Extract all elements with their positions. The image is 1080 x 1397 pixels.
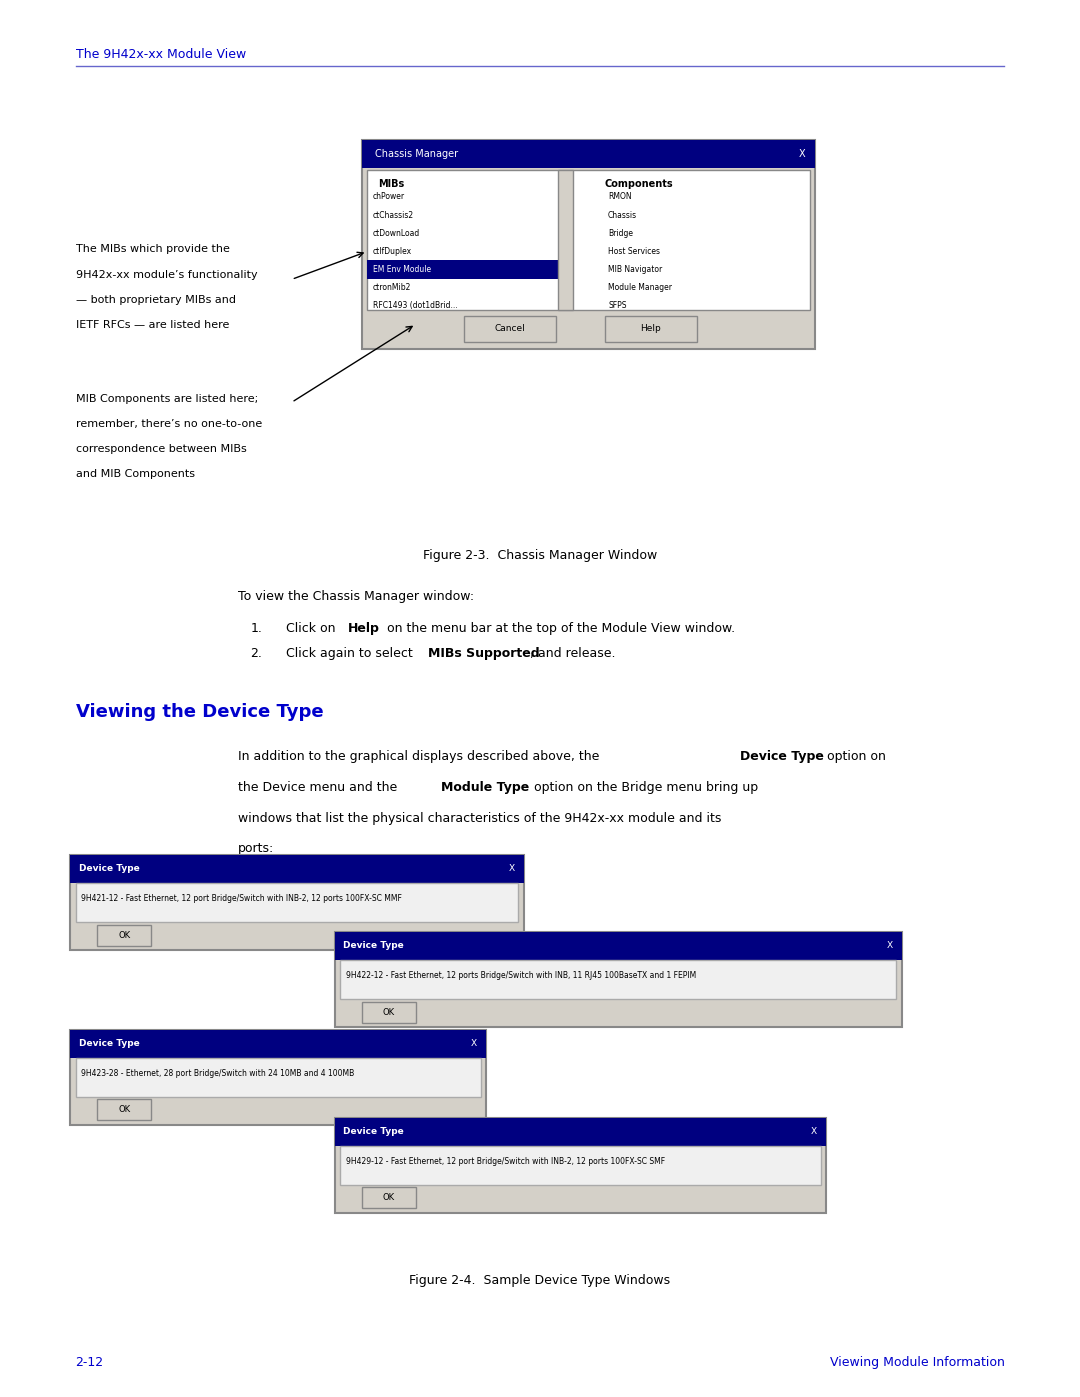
Text: Bridge: Bridge xyxy=(608,229,633,237)
Text: 9H422-12 - Fast Ethernet, 12 ports Bridge/Switch with INB, 11 RJ45 100BaseTX and: 9H422-12 - Fast Ethernet, 12 ports Bridg… xyxy=(346,971,696,979)
FancyBboxPatch shape xyxy=(335,1118,826,1146)
Text: X: X xyxy=(799,148,806,159)
FancyBboxPatch shape xyxy=(70,1030,486,1125)
Text: Device Type: Device Type xyxy=(79,865,139,873)
FancyBboxPatch shape xyxy=(362,140,815,168)
Text: 9H42x-xx module’s functionality: 9H42x-xx module’s functionality xyxy=(76,270,257,279)
Text: ctDownLoad: ctDownLoad xyxy=(373,229,420,237)
FancyBboxPatch shape xyxy=(76,883,518,922)
FancyBboxPatch shape xyxy=(340,960,896,999)
Text: Chassis: Chassis xyxy=(608,211,637,219)
Text: Click again to select: Click again to select xyxy=(286,647,417,659)
Text: option on the Bridge menu bring up: option on the Bridge menu bring up xyxy=(530,781,758,793)
Text: Viewing Module Information: Viewing Module Information xyxy=(829,1356,1004,1369)
FancyBboxPatch shape xyxy=(335,932,902,960)
Text: ctIfDuplex: ctIfDuplex xyxy=(373,247,411,256)
Text: MIB Components are listed here;: MIB Components are listed here; xyxy=(76,394,258,404)
Text: windows that list the physical characteristics of the 9H42x-xx module and its: windows that list the physical character… xyxy=(238,812,721,824)
FancyBboxPatch shape xyxy=(362,1002,416,1023)
Text: Viewing the Device Type: Viewing the Device Type xyxy=(76,703,323,721)
FancyBboxPatch shape xyxy=(464,316,556,342)
Text: Cancel: Cancel xyxy=(495,324,525,334)
Text: remember, there’s no one-to-one: remember, there’s no one-to-one xyxy=(76,419,261,429)
Text: To view the Chassis Manager window:: To view the Chassis Manager window: xyxy=(238,590,474,602)
Text: OK: OK xyxy=(382,1007,395,1017)
Text: Figure 2-3.  Chassis Manager Window: Figure 2-3. Chassis Manager Window xyxy=(423,549,657,562)
Text: RFC1493 (dot1dBrid...: RFC1493 (dot1dBrid... xyxy=(373,302,457,310)
FancyBboxPatch shape xyxy=(362,140,815,349)
Text: The 9H42x-xx Module View: The 9H42x-xx Module View xyxy=(76,49,246,61)
Text: Help: Help xyxy=(639,324,661,334)
Text: and MIB Components: and MIB Components xyxy=(76,469,194,479)
Text: 2-12: 2-12 xyxy=(76,1356,104,1369)
Text: Device Type: Device Type xyxy=(343,942,404,950)
Text: 9H423-28 - Ethernet, 28 port Bridge/Switch with 24 10MB and 4 100MB: 9H423-28 - Ethernet, 28 port Bridge/Swit… xyxy=(81,1069,354,1077)
Text: chPower: chPower xyxy=(373,193,405,201)
FancyBboxPatch shape xyxy=(367,260,559,279)
Text: Module Manager: Module Manager xyxy=(608,284,672,292)
Text: ports:: ports: xyxy=(238,842,274,855)
Text: correspondence between MIBs: correspondence between MIBs xyxy=(76,444,246,454)
FancyBboxPatch shape xyxy=(335,1118,826,1213)
Text: X: X xyxy=(471,1039,477,1048)
Text: Figure 2-4.  Sample Device Type Windows: Figure 2-4. Sample Device Type Windows xyxy=(409,1274,671,1287)
Text: 9H421-12 - Fast Ethernet, 12 port Bridge/Switch with INB-2, 12 ports 100FX-SC MM: 9H421-12 - Fast Ethernet, 12 port Bridge… xyxy=(81,894,402,902)
Text: 9H429-12 - Fast Ethernet, 12 port Bridge/Switch with INB-2, 12 ports 100FX-SC SM: 9H429-12 - Fast Ethernet, 12 port Bridge… xyxy=(346,1157,664,1165)
Text: IETF RFCs — are listed here: IETF RFCs — are listed here xyxy=(76,320,229,330)
Text: OK: OK xyxy=(382,1193,395,1203)
Text: MIBs Supported: MIBs Supported xyxy=(428,647,539,659)
Text: option on: option on xyxy=(823,750,886,763)
FancyBboxPatch shape xyxy=(97,1099,151,1120)
Text: ctronMib2: ctronMib2 xyxy=(373,284,411,292)
Text: on the menu bar at the top of the Module View window.: on the menu bar at the top of the Module… xyxy=(383,622,735,634)
Text: Device Type: Device Type xyxy=(343,1127,404,1136)
Text: 1.: 1. xyxy=(251,622,262,634)
Text: MIBs: MIBs xyxy=(378,179,404,189)
Text: X: X xyxy=(887,942,893,950)
Text: EM Env Module: EM Env Module xyxy=(373,265,431,274)
Text: ctChassis2: ctChassis2 xyxy=(373,211,414,219)
FancyBboxPatch shape xyxy=(335,932,902,1027)
Text: , and release.: , and release. xyxy=(530,647,616,659)
FancyBboxPatch shape xyxy=(340,1146,821,1185)
FancyBboxPatch shape xyxy=(367,170,810,310)
Text: Host Services: Host Services xyxy=(608,247,660,256)
Text: Device Type: Device Type xyxy=(740,750,824,763)
Text: Components: Components xyxy=(605,179,674,189)
FancyBboxPatch shape xyxy=(70,1030,486,1058)
Text: SFPS: SFPS xyxy=(608,302,626,310)
Text: Device Type: Device Type xyxy=(79,1039,139,1048)
FancyBboxPatch shape xyxy=(76,1058,481,1097)
FancyBboxPatch shape xyxy=(70,855,524,950)
Text: The MIBs which provide the: The MIBs which provide the xyxy=(76,244,229,254)
FancyBboxPatch shape xyxy=(605,316,697,342)
Text: Help: Help xyxy=(348,622,380,634)
Text: X: X xyxy=(811,1127,818,1136)
Text: In addition to the graphical displays described above, the: In addition to the graphical displays de… xyxy=(238,750,603,763)
FancyBboxPatch shape xyxy=(362,1187,416,1208)
Text: RMON: RMON xyxy=(608,193,632,201)
FancyBboxPatch shape xyxy=(97,925,151,946)
Text: OK: OK xyxy=(118,1105,131,1115)
FancyBboxPatch shape xyxy=(70,855,524,883)
Text: Chassis Manager: Chassis Manager xyxy=(375,148,458,159)
Text: the Device menu and the: the Device menu and the xyxy=(238,781,401,793)
Text: Click on: Click on xyxy=(286,622,340,634)
Text: MIB Navigator: MIB Navigator xyxy=(608,265,662,274)
Text: — both proprietary MIBs and: — both proprietary MIBs and xyxy=(76,295,235,305)
Text: 2.: 2. xyxy=(251,647,262,659)
FancyBboxPatch shape xyxy=(558,170,573,310)
Text: Module Type: Module Type xyxy=(441,781,529,793)
Text: OK: OK xyxy=(118,930,131,940)
Text: X: X xyxy=(509,865,515,873)
